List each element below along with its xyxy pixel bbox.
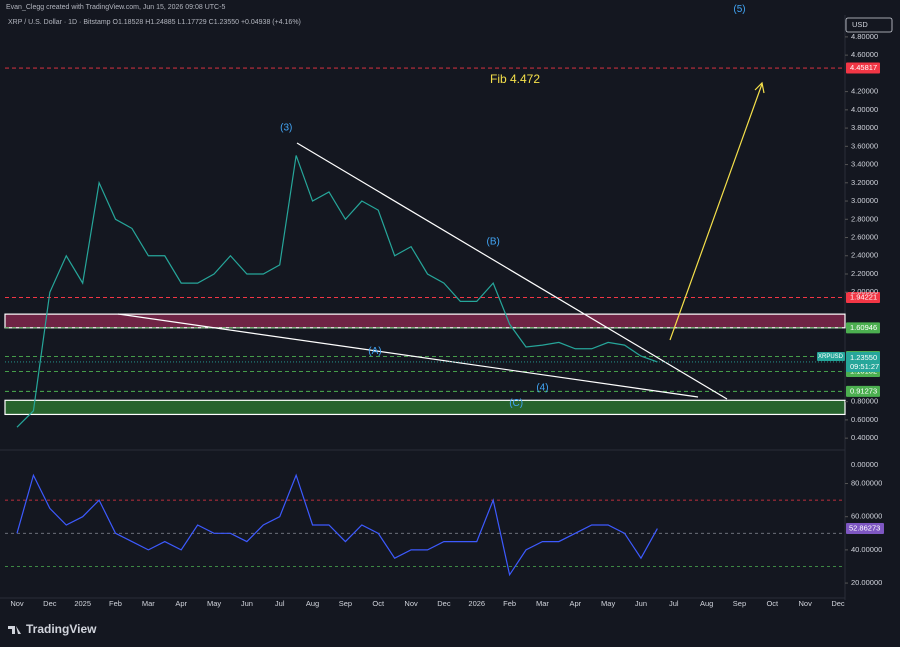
price-line	[16, 155, 658, 428]
x-tick-label: Sep	[339, 599, 352, 608]
x-tick-label: Apr	[569, 599, 581, 608]
header: Evan_Clegg created with TradingView.com,…	[6, 4, 225, 11]
y-tick-label: 3.20000	[851, 178, 878, 187]
y-tick-label: 4.20000	[851, 87, 878, 96]
x-tick-label: Aug	[700, 599, 713, 608]
x-tick-label: Dec	[831, 599, 845, 608]
price-level-tag	[846, 292, 880, 304]
wave-label: (B)	[487, 237, 500, 248]
price-level-label: 1.94221	[850, 292, 877, 301]
trendline	[296, 142, 728, 400]
logo-mark[interactable]	[8, 626, 21, 634]
countdown: 09:51:27	[850, 362, 879, 371]
wave-label: (A)	[368, 346, 381, 357]
x-tick-label: 2025	[74, 599, 91, 608]
x-tick-label: Feb	[503, 599, 516, 608]
x-tick-label: Apr	[175, 599, 187, 608]
x-tick-label: Jul	[275, 599, 285, 608]
projection-arrow	[669, 83, 763, 341]
y2-tick-label: 20.00000	[851, 578, 882, 587]
rsi-last-tag	[846, 523, 884, 535]
trendline	[117, 313, 699, 398]
currency-box[interactable]	[845, 17, 893, 33]
y-tick-label: 4.00000	[851, 105, 878, 114]
x-tick-label: Dec	[43, 599, 57, 608]
price-level-tag	[846, 62, 880, 74]
brand[interactable]: TradingView	[26, 622, 97, 636]
y-tick-label: 2.00000	[851, 287, 878, 296]
x-tick-label: Nov	[404, 599, 418, 608]
price-level-label: 0.91273	[850, 386, 877, 395]
x-tick-label: Oct	[372, 599, 385, 608]
y2-tick-label: 80.00000	[851, 479, 882, 488]
zone	[4, 399, 846, 416]
legend-text: XRP / U.S. Dollar · 1D · Bitstamp O1.185…	[8, 19, 301, 26]
y2-tick-label: 40.00000	[851, 545, 882, 554]
y2-tick-label: 60.00000	[851, 512, 882, 521]
y-tick-label: 0.60000	[851, 415, 878, 424]
x-tick-label: Jun	[241, 599, 253, 608]
y-tick-label: 4.60000	[851, 50, 878, 59]
rsi-line	[16, 473, 658, 577]
extra-axis-label: 0.00000	[851, 460, 878, 469]
x-tick-label: Sep	[733, 599, 746, 608]
price-level-tag	[846, 322, 880, 334]
y-tick-label: 3.60000	[851, 141, 878, 150]
x-tick-label: Jul	[669, 599, 679, 608]
wave-label: (3)	[280, 123, 292, 134]
logo[interactable]: TradingView	[8, 622, 97, 636]
x-tick-label: Jun	[635, 599, 647, 608]
y-tick-label: 4.80000	[851, 32, 878, 41]
y-tick-label: 3.00000	[851, 196, 878, 205]
x-tick-label: May	[207, 599, 221, 608]
price-level-tag	[846, 385, 880, 397]
y-tick-label: 2.80000	[851, 214, 878, 223]
fib-label: Fib 4.472	[490, 72, 540, 86]
x-tick-label: May	[601, 599, 615, 608]
symbol-label: XRPUSD	[818, 354, 844, 360]
last-price-label: 1.23550	[850, 353, 877, 362]
rsi-last-label: 52.86273	[849, 524, 880, 533]
wave-label: (4)	[536, 383, 548, 394]
y-tick-label: 2.40000	[851, 251, 878, 260]
x-tick-label: Aug	[306, 599, 319, 608]
x-tick-label: Nov	[10, 599, 24, 608]
x-tick-label: Feb	[109, 599, 122, 608]
y-tick-label: 2.20000	[851, 269, 878, 278]
last-price-tag	[846, 351, 880, 372]
y-tick-label: 2.60000	[851, 233, 878, 242]
price-level-label: 1.60946	[850, 323, 877, 332]
x-tick-label: Mar	[536, 599, 549, 608]
x-tick-label: Oct	[766, 599, 779, 608]
wave-label: (C)	[509, 398, 523, 409]
x-tick-label: Nov	[798, 599, 812, 608]
x-tick-label: Dec	[437, 599, 451, 608]
arrow-head	[754, 81, 765, 94]
price-level-label: 4.45817	[850, 63, 877, 72]
y-tick-label: 3.40000	[851, 160, 878, 169]
wave-label: (5)	[733, 4, 745, 15]
y-tick-label: 3.80000	[851, 123, 878, 132]
y-tick-label: 0.80000	[851, 397, 878, 406]
currency[interactable]: USD	[852, 20, 868, 29]
symbol-tag	[817, 351, 845, 361]
x-tick-label: Mar	[142, 599, 155, 608]
y-tick-label: 0.40000	[851, 433, 878, 442]
x-tick-label: 2026	[468, 599, 485, 608]
